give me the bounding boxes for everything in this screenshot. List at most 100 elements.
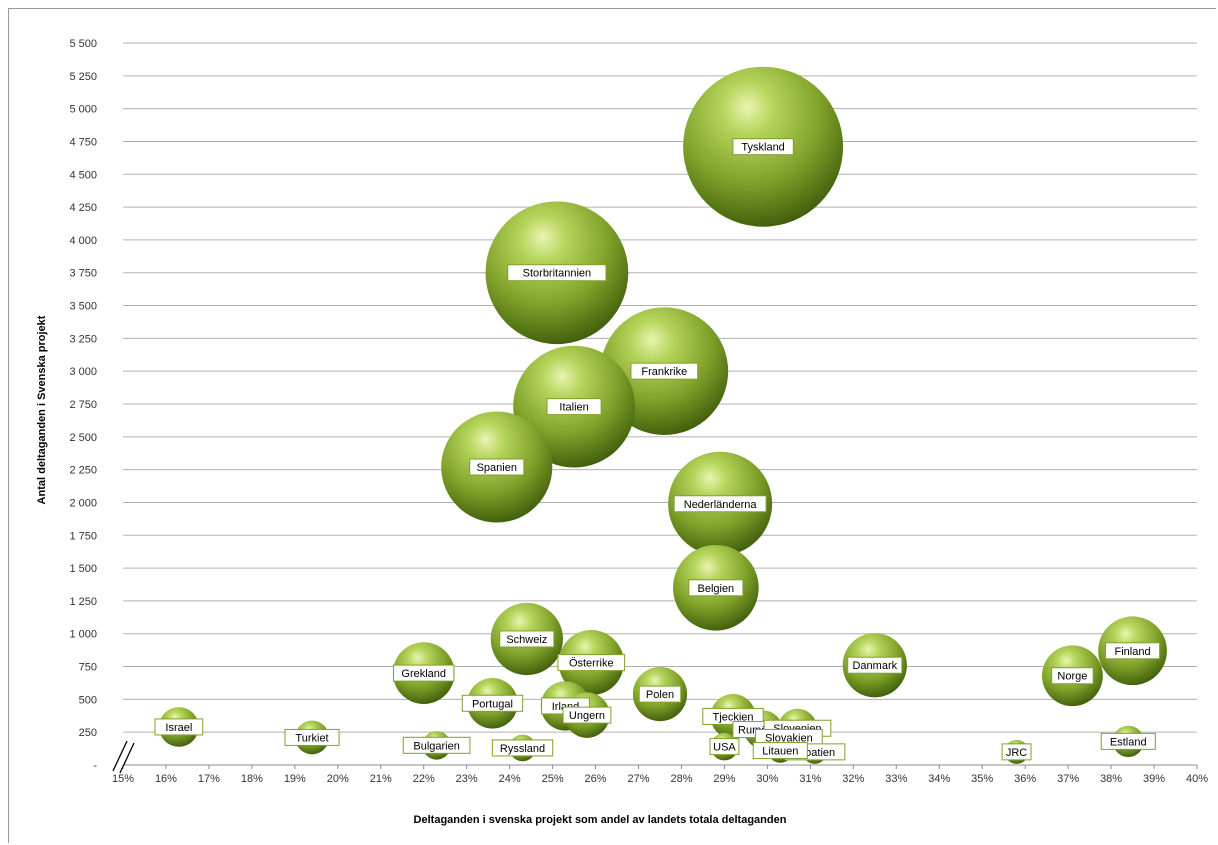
bubble-label-box: [491, 739, 554, 757]
y-tick-label: 3 500: [69, 301, 97, 313]
bubble-label-box: [507, 264, 607, 282]
bubble-label-box: [638, 685, 682, 703]
bubble-label-box: [402, 736, 471, 754]
bubble-label-text: Polen: [646, 689, 674, 701]
bubble-label-text: Norge: [1057, 671, 1087, 683]
bubble-label-text: Belgien: [697, 583, 734, 595]
x-tick-label: 40%: [1186, 773, 1208, 785]
bubble-label-box: [154, 718, 204, 736]
bubble-label: Storbritannien: [507, 264, 607, 282]
y-tick-label: 1 250: [69, 596, 97, 608]
bubble-label-text: Tyskland: [741, 142, 784, 154]
y-tick-label: 750: [79, 662, 97, 674]
bubble-label-box: [546, 398, 602, 416]
bubble-label-box: [688, 579, 744, 597]
x-tick-label: 30%: [756, 773, 778, 785]
x-tick-label: 23%: [456, 773, 478, 785]
x-tick-label: 25%: [542, 773, 564, 785]
bubble-label: Tjeckien: [702, 707, 764, 725]
x-axis-title: Deltaganden i svenska projekt som andel …: [414, 814, 787, 826]
x-tick-label: 20%: [327, 773, 349, 785]
bubble-label-text: Danmark: [852, 660, 897, 672]
y-tick-label: 5 000: [69, 104, 97, 116]
bubble-label: Portugal: [461, 694, 524, 712]
bubble-label-box: [732, 138, 794, 156]
y-tick-label: 4 000: [69, 235, 97, 247]
y-tick-label: 1 500: [69, 563, 97, 575]
y-tick-label: 4 750: [69, 136, 97, 148]
bubble-label-box: [709, 738, 740, 756]
bubble-label-box: [469, 458, 525, 476]
bubble-label: USA: [709, 738, 740, 756]
bubble-labels: Tyskland Storbritannien Frankrike Italien Sp…: [154, 138, 1161, 761]
bubble-label: Nederländerna: [673, 495, 767, 513]
x-tick-label: 19%: [284, 773, 306, 785]
x-tick-label: 39%: [1143, 773, 1165, 785]
bubble-label: Danmark: [847, 656, 903, 674]
bubble-label-box: [673, 495, 767, 513]
bubble-label-text: JRC: [1006, 747, 1027, 759]
y-tick-label: 250: [79, 727, 97, 739]
axis-break-mark: [119, 742, 135, 774]
y-tick-label: 3 250: [69, 333, 97, 345]
y-tick-label: 500: [79, 694, 97, 706]
bubble-label: Belgien: [688, 579, 744, 597]
y-tick-label: 5 500: [69, 38, 97, 50]
bubble-label-text: Nederländerna: [684, 499, 758, 511]
x-tick-label: 17%: [198, 773, 220, 785]
bubble-label-text: Ryssland: [500, 743, 545, 755]
bubble-label-text: Turkiet: [295, 732, 328, 744]
chart-frame: [8, 8, 1216, 843]
bubble-label-box: [393, 664, 455, 682]
x-tick-label: 22%: [413, 773, 435, 785]
y-tick-label: 1 750: [69, 530, 97, 542]
x-tick-label: 16%: [155, 773, 177, 785]
y-tick-label: 2 250: [69, 465, 97, 477]
y-tick-label: 5 250: [69, 71, 97, 83]
bubble-label: Österrike: [557, 654, 626, 672]
x-tick-label: 18%: [241, 773, 263, 785]
bubble-label-text: Ungern: [569, 710, 605, 722]
bubble-label: Tyskland: [732, 138, 794, 156]
bubble-label-box: [847, 656, 903, 674]
bubbles: [158, 66, 1167, 764]
x-tick-label: 15%: [112, 773, 134, 785]
bubble-label-text: Italien: [559, 402, 588, 414]
x-tick-label: 35%: [971, 773, 993, 785]
bubble-label: Frankrike: [630, 362, 699, 380]
bubble-label: Turkiet: [284, 728, 340, 746]
bubble-label: Ryssland: [491, 739, 554, 757]
y-tick-label: 3 750: [69, 268, 97, 280]
bubble-label: Norge: [1051, 667, 1094, 685]
bubble-label-text: Litauen: [762, 746, 798, 758]
x-tick-label: 32%: [842, 773, 864, 785]
y-tick-label: 3 000: [69, 366, 97, 378]
bubble-label: Finland: [1105, 642, 1161, 660]
bubble-label: Spanien: [469, 458, 525, 476]
x-tick-label: 21%: [370, 773, 392, 785]
bubble-label-text: Slovakien: [765, 732, 813, 744]
bubble-label-box: [557, 654, 626, 672]
bubble-label-box: [630, 362, 699, 380]
bubble-label-text: Österrike: [569, 658, 614, 670]
bubble-label-box: [1001, 743, 1032, 761]
bubble-label-text: Storbritannien: [523, 268, 592, 280]
bubble-label: Polen: [638, 685, 682, 703]
x-tick-label: 29%: [713, 773, 735, 785]
x-tick-label: 24%: [499, 773, 521, 785]
x-tick-label: 37%: [1057, 773, 1079, 785]
x-tick-label: 38%: [1100, 773, 1122, 785]
bubble-label: Italien: [546, 398, 602, 416]
axes: - 250 500 750 1 000 1 250 1 500 1 750 2 000 2 250…: [69, 38, 1208, 785]
bubble-label-text: Frankrike: [641, 366, 687, 378]
bubble-label-text: Spanien: [477, 462, 517, 474]
x-tick-label: 33%: [885, 773, 907, 785]
bubble-label-box: [1105, 642, 1161, 660]
bubble-label-box: [284, 728, 340, 746]
y-tick-label: 1 000: [69, 629, 97, 641]
bubble-label: Schweiz: [499, 630, 555, 648]
y-tick-label: 2 500: [69, 432, 97, 444]
bubble-label-text: Finland: [1115, 646, 1151, 658]
bubble-label: Estland: [1100, 732, 1156, 750]
